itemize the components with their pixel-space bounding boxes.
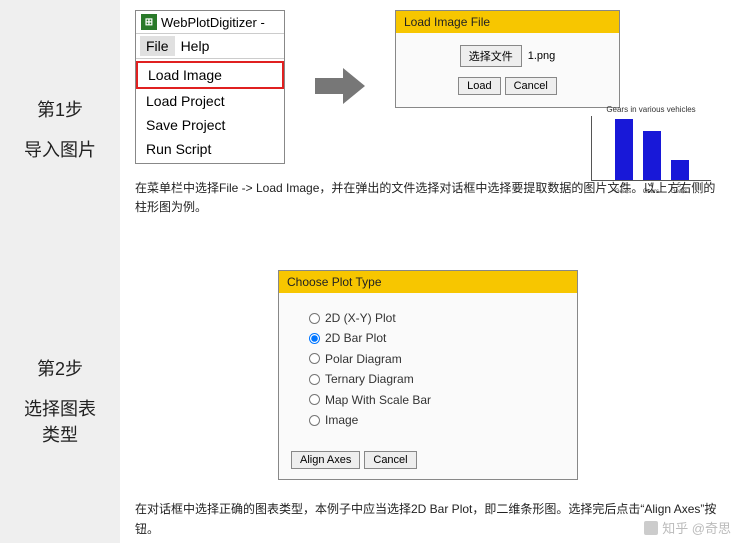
- menubar: File Help: [136, 34, 284, 59]
- step2-title: 选择图表 类型: [24, 397, 96, 447]
- step1-num: 第1步: [37, 96, 83, 122]
- chart-bar-label: 4 Gears: [642, 183, 660, 195]
- wpd-window: ⊞ WebPlotDigitizer - File Help Load Imag…: [135, 10, 285, 164]
- plot-type-option[interactable]: 2D (X-Y) Plot: [309, 308, 547, 328]
- sample-bar-chart: Gears in various vehicles 3 Gears 4 Gears…: [591, 105, 711, 195]
- plot-type-option[interactable]: 2D Bar Plot: [309, 328, 547, 348]
- chart-bar: [643, 131, 661, 180]
- step1-label: 第1步 导入图片: [0, 0, 120, 260]
- step2-label: 第2步 选择图表 类型: [0, 260, 120, 543]
- plot-type-label: 2D (X-Y) Plot: [325, 308, 396, 328]
- zhihu-icon: [644, 521, 658, 535]
- plot-type-option[interactable]: Ternary Diagram: [309, 369, 547, 389]
- plot-type-option[interactable]: Image: [309, 410, 547, 430]
- step1-title: 导入图片: [24, 138, 96, 163]
- choose-file-button[interactable]: 选择文件: [460, 45, 522, 67]
- plot-type-radio[interactable]: [309, 374, 320, 385]
- dialog2-title: Choose Plot Type: [279, 271, 577, 293]
- wpd-titlebar: ⊞ WebPlotDigitizer -: [136, 11, 284, 34]
- chart-bar: [671, 160, 689, 180]
- plot-type-option[interactable]: Map With Scale Bar: [309, 390, 547, 410]
- cancel1-button[interactable]: Cancel: [505, 77, 557, 95]
- watermark: 知乎 @奇思: [644, 518, 731, 537]
- menu-help[interactable]: Help: [175, 36, 216, 56]
- step2-caption: 在对话框中选择正确的图表类型，本例子中应当选择2D Bar Plot，即二维条形…: [135, 500, 721, 538]
- plot-type-label: Image: [325, 410, 358, 430]
- plot-type-option[interactable]: Polar Diagram: [309, 349, 547, 369]
- plot-type-radio[interactable]: [309, 333, 320, 344]
- plot-type-radio[interactable]: [309, 415, 320, 426]
- menu-load-image[interactable]: Load Image: [136, 61, 284, 89]
- align-axes-button[interactable]: Align Axes: [291, 451, 360, 469]
- wpd-title-text: WebPlotDigitizer -: [161, 15, 265, 30]
- filename-text: 1.png: [528, 50, 556, 62]
- plot-type-radio[interactable]: [309, 313, 320, 324]
- chart-bar: [615, 119, 633, 180]
- wpd-logo-icon: ⊞: [141, 14, 157, 30]
- file-dropdown: Load Image Load Project Save Project Run…: [136, 59, 284, 163]
- load-image-dialog: Load Image File 选择文件 1.png Load Cancel: [395, 10, 620, 108]
- menu-run-script[interactable]: Run Script: [136, 137, 284, 161]
- arrow-icon: [315, 66, 365, 109]
- plot-type-label: Map With Scale Bar: [325, 390, 431, 410]
- menu-load-project[interactable]: Load Project: [136, 89, 284, 113]
- plot-type-label: Ternary Diagram: [325, 369, 414, 389]
- chart-title: Gears in various vehicles: [591, 105, 711, 114]
- plot-type-label: 2D Bar Plot: [325, 328, 386, 348]
- load-button[interactable]: Load: [458, 77, 500, 95]
- plot-type-radio[interactable]: [309, 353, 320, 364]
- dialog1-title: Load Image File: [396, 11, 619, 33]
- plot-type-radio[interactable]: [309, 394, 320, 405]
- step2-num: 第2步: [37, 355, 83, 381]
- chart-bar-label: 3 Gears: [614, 183, 632, 195]
- plot-type-label: Polar Diagram: [325, 349, 402, 369]
- cancel2-button[interactable]: Cancel: [364, 451, 416, 469]
- chart-bar-label: 5 Gears: [670, 183, 688, 195]
- plot-type-dialog: Choose Plot Type 2D (X-Y) Plot2D Bar Plo…: [278, 270, 578, 480]
- menu-save-project[interactable]: Save Project: [136, 113, 284, 137]
- menu-file[interactable]: File: [140, 36, 175, 56]
